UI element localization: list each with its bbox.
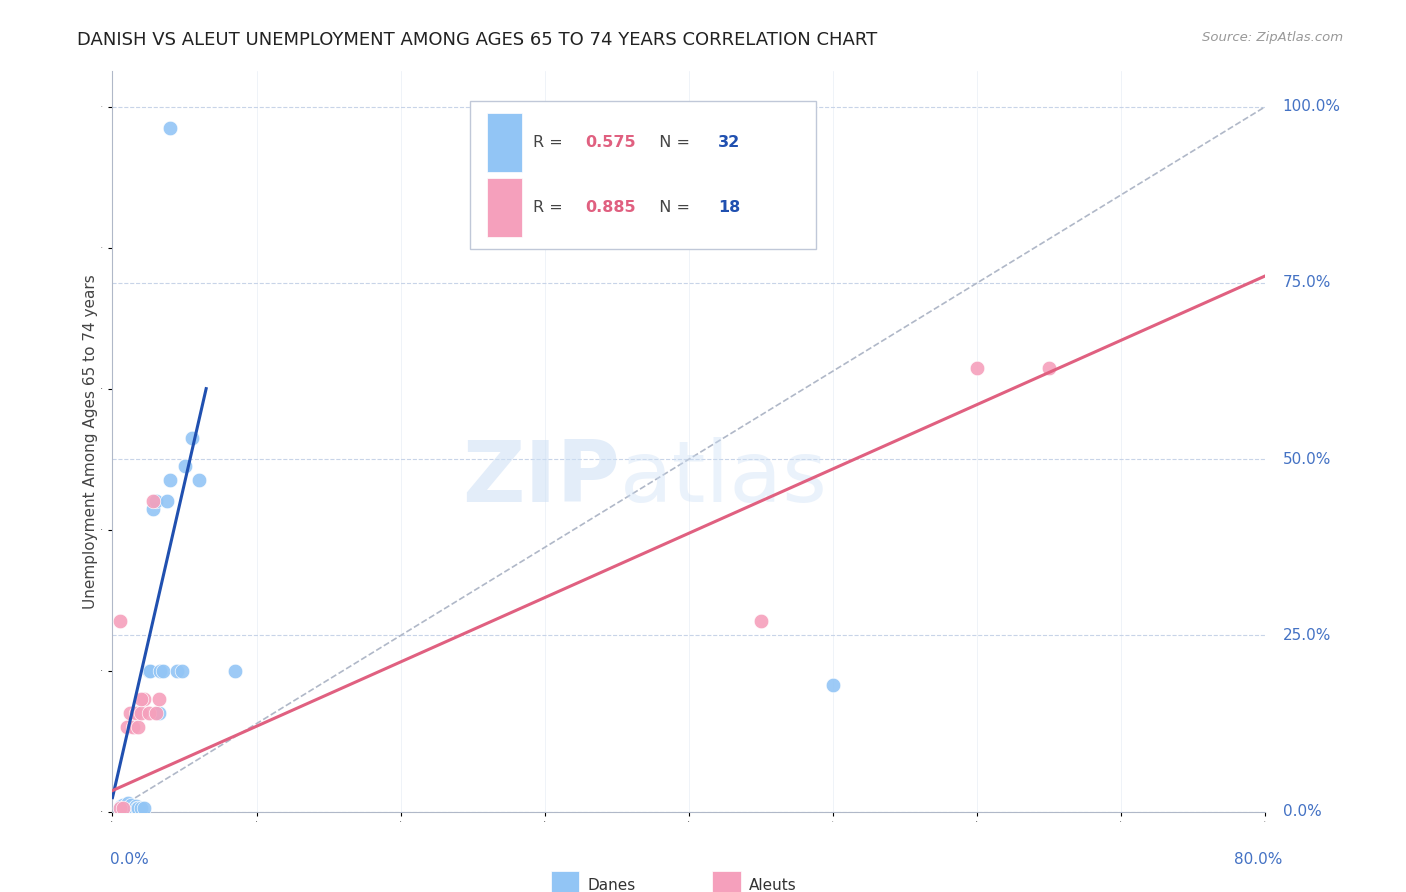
Point [159, 473, 181, 487]
Text: DANISH VS ALEUT UNEMPLOYMENT AMONG AGES 65 TO 74 YEARS CORRELATION CHART: DANISH VS ALEUT UNEMPLOYMENT AMONG AGES … [77, 31, 877, 49]
Point [118, 801, 141, 815]
Text: atlas: atlas [620, 437, 828, 520]
Text: Aleuts: Aleuts [749, 879, 797, 892]
Point [966, 360, 988, 375]
Point [159, 120, 181, 135]
Point [124, 799, 146, 814]
Point [121, 720, 143, 734]
Point [166, 664, 188, 678]
Point [138, 706, 160, 720]
Point [117, 797, 139, 811]
Text: 18: 18 [718, 200, 740, 215]
Y-axis label: Unemployment Among Ages 65 to 74 years: Unemployment Among Ages 65 to 74 years [83, 274, 97, 609]
Text: R =: R = [533, 200, 568, 215]
Text: 25.0%: 25.0% [1282, 628, 1331, 643]
Text: 0.0%: 0.0% [110, 853, 149, 867]
Text: Danes: Danes [588, 879, 636, 892]
Point [129, 706, 153, 720]
Point [110, 799, 132, 814]
Text: N =: N = [648, 200, 695, 215]
Point [129, 692, 153, 706]
Text: 50.0%: 50.0% [1282, 451, 1331, 467]
Point [156, 494, 179, 508]
Point [111, 801, 134, 815]
Point [142, 501, 165, 516]
Point [148, 692, 170, 706]
Point [821, 678, 844, 692]
Point [108, 801, 131, 815]
Point [108, 801, 131, 815]
Text: 80.0%: 80.0% [1234, 853, 1282, 867]
Point [127, 720, 149, 734]
Point [122, 801, 145, 815]
Point [142, 494, 165, 508]
Point [188, 473, 211, 487]
Point [118, 706, 141, 720]
FancyBboxPatch shape [551, 871, 579, 892]
FancyBboxPatch shape [488, 112, 522, 172]
Text: ZIP: ZIP [463, 437, 620, 520]
Point [134, 692, 156, 706]
Point [173, 459, 195, 474]
Point [134, 801, 156, 815]
FancyBboxPatch shape [711, 871, 741, 892]
Text: 0.0%: 0.0% [1282, 805, 1322, 819]
Point [224, 664, 246, 678]
Point [114, 799, 136, 814]
Point [148, 706, 170, 720]
Point [749, 615, 772, 629]
Text: 100.0%: 100.0% [1282, 99, 1341, 114]
Point [138, 664, 160, 678]
Point [1038, 360, 1060, 375]
Text: 0.885: 0.885 [585, 200, 636, 215]
Point [152, 664, 174, 678]
FancyBboxPatch shape [488, 178, 522, 237]
Point [115, 800, 138, 814]
FancyBboxPatch shape [470, 101, 815, 249]
Point [125, 801, 148, 815]
Point [115, 720, 138, 734]
Point [149, 664, 172, 678]
Point [180, 431, 202, 445]
Point [145, 494, 167, 508]
Text: 32: 32 [718, 135, 740, 150]
Text: N =: N = [648, 135, 695, 150]
Point [129, 801, 153, 815]
Point [111, 797, 134, 812]
Text: 0.575: 0.575 [585, 135, 636, 150]
Point [120, 798, 142, 813]
Text: 75.0%: 75.0% [1282, 276, 1331, 291]
Point [112, 801, 135, 815]
Point [108, 615, 131, 629]
Point [139, 664, 162, 678]
Text: Source: ZipAtlas.com: Source: ZipAtlas.com [1202, 31, 1343, 45]
Text: R =: R = [533, 135, 568, 150]
Point [145, 706, 167, 720]
Point [127, 801, 149, 815]
Point [124, 706, 146, 720]
Point [170, 664, 193, 678]
